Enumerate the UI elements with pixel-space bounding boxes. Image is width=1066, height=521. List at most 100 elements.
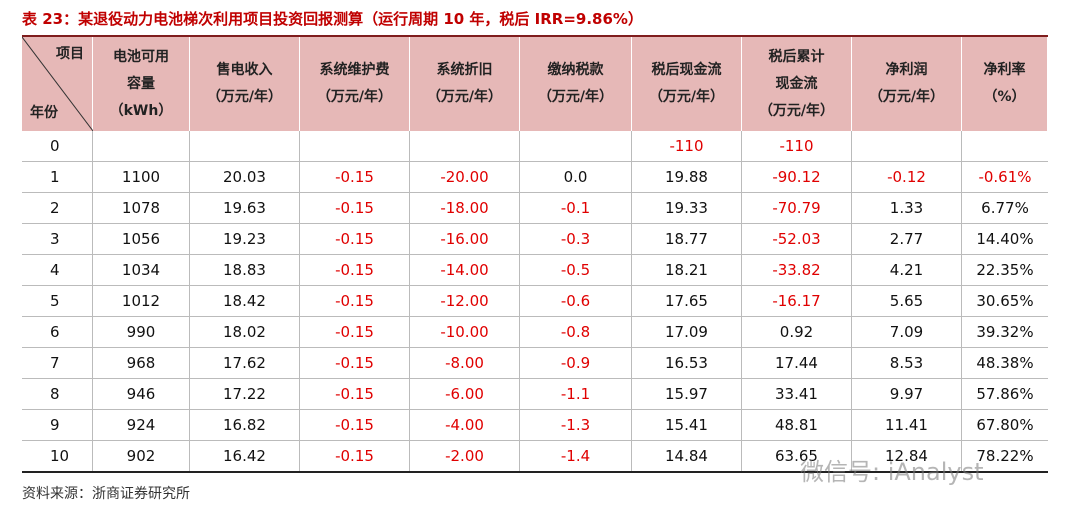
table-cell: 19.63 [190,193,300,224]
table-cell: -4.00 [410,410,520,441]
header-line: （万元/年） [537,89,614,105]
table-cell: 9.97 [852,379,962,410]
header-cell: 税后累计现金流 （万元/年） [742,37,852,131]
table-cell: 18.83 [190,255,300,286]
header-line: 税后现金流 [651,62,722,78]
table-cell: 19.23 [190,224,300,255]
header-cell: 系统折旧 （万元/年） [410,37,520,131]
table-cell: 924 [93,410,190,441]
table-cell: 33.41 [742,379,852,410]
table-cell: -16.00 [410,224,520,255]
table-cell: -0.15 [300,410,410,441]
table-cell [410,131,520,162]
header-cell: 税后现金流 （万元/年） [632,37,742,131]
table-cell: -0.9 [520,348,632,379]
table-cell: -0.15 [300,348,410,379]
table-cell [962,131,1048,162]
header-line: 税后累计 [768,48,825,65]
table-cell: -2.00 [410,441,520,472]
table-cell: 19.88 [632,162,742,193]
table-cell: 20.03 [190,162,300,193]
table-cell: 4.21 [852,255,962,286]
table-cell: -0.1 [520,193,632,224]
table-cell: 16.82 [190,410,300,441]
table-cell: 16.42 [190,441,300,472]
table-cell: -0.15 [300,193,410,224]
table-cell: 6 [22,317,93,348]
table-cell: 1056 [93,224,190,255]
header-cell: 售电收入 （万元/年） [190,37,300,131]
table-cell: -0.15 [300,224,410,255]
table-cell: 5.65 [852,286,962,317]
table-cell: 3 [22,224,93,255]
table-cell: 1078 [93,193,190,224]
table-cell: 1034 [93,255,190,286]
header-line: 现金流 [775,75,818,92]
table-cell: 18.42 [190,286,300,317]
table-cell: 990 [93,317,190,348]
table-cell: 9 [22,410,93,441]
table-cell [190,131,300,162]
table-cell: -12.00 [410,286,520,317]
watermark: 微信号: iAnalyst [800,458,984,486]
table-cell: 6.77% [962,193,1048,224]
table-cell: 10 [22,441,93,472]
table-cell: 19.33 [632,193,742,224]
table-cell: 30.65% [962,286,1048,317]
header-cell: 净利润 （万元/年） [852,37,962,131]
table-cell: -1.3 [520,410,632,441]
table-cell: 17.22 [190,379,300,410]
table-cell: 18.21 [632,255,742,286]
header-line: （万元/年） [758,102,835,119]
table-cell: -1.1 [520,379,632,410]
table-cell: -10.00 [410,317,520,348]
header-line: （%） [983,89,1026,105]
table-cell: 8.53 [852,348,962,379]
table-cell: 17.65 [632,286,742,317]
table-cell: 17.44 [742,348,852,379]
table-cell: 8 [22,379,93,410]
header-line: （万元/年） [206,89,283,105]
table-cell: -0.15 [300,255,410,286]
table-cell: -0.6 [520,286,632,317]
table-cell [852,131,962,162]
table-cell: 48.38% [962,348,1048,379]
table-cell: 4 [22,255,93,286]
table-cell: 22.35% [962,255,1048,286]
bottom-rule [22,471,1048,473]
table-cell: -8.00 [410,348,520,379]
table-cell: 1100 [93,162,190,193]
table-cell: -52.03 [742,224,852,255]
table-cell: 11.41 [852,410,962,441]
table-cell: 968 [93,348,190,379]
table-cell: 57.86% [962,379,1048,410]
header-cell: 电池可用 容量 （kWh） [93,37,190,131]
header-line: （万元/年） [648,89,725,105]
table-cell: -14.00 [410,255,520,286]
table-cell: 39.32% [962,317,1048,348]
table-cell: 48.81 [742,410,852,441]
table-cell: 0.0 [520,162,632,193]
corner-cell: 项目 年份 [22,37,93,131]
table-cell: 5 [22,286,93,317]
header-cell: 净利率 （%） [962,37,1048,131]
table-cell: 2 [22,193,93,224]
header-line: （万元/年） [426,89,503,105]
table-cell: -0.3 [520,224,632,255]
header-line: 净利润 [885,62,928,78]
table-cell: -0.12 [852,162,962,193]
table-cell: 902 [93,441,190,472]
table-cell: 17.62 [190,348,300,379]
table-cell: 14.40% [962,224,1048,255]
table-cell: -110 [632,131,742,162]
table-cell: -6.00 [410,379,520,410]
table-cell: 14.84 [632,441,742,472]
table-cell: 0 [22,131,93,162]
table-cell: 18.77 [632,224,742,255]
header-line: （万元/年） [868,89,945,105]
table-cell: 16.53 [632,348,742,379]
table-cell: -0.15 [300,162,410,193]
header-line: （kWh） [109,102,173,119]
table-cell: -0.15 [300,441,410,472]
header-line: 系统折旧 [436,62,493,78]
